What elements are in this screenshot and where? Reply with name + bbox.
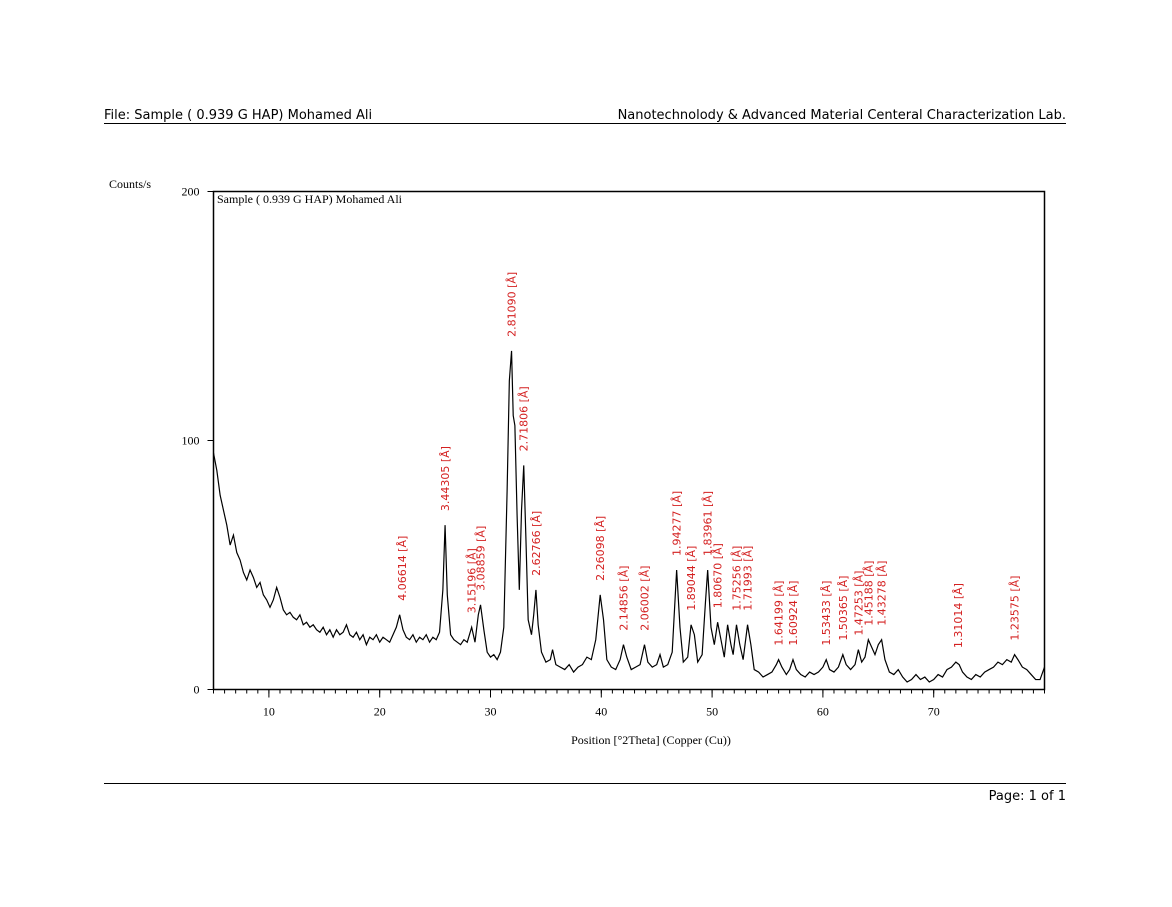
x-tick-label: 70	[928, 705, 940, 719]
peak-label: 4.06614 [Å]	[396, 536, 409, 601]
x-axis-title: Position [°2Theta] (Copper (Cu))	[571, 733, 731, 747]
y-tick-label: 200	[182, 185, 200, 199]
peak-label: 3.44305 [Å]	[439, 446, 452, 511]
peak-label: 2.62766 [Å]	[530, 511, 543, 576]
x-tick-label: 20	[374, 705, 386, 719]
y-tick-label: 0	[194, 683, 200, 697]
peak-label: 3.08859 [Å]	[475, 526, 488, 591]
peak-label: 1.50365 [Å]	[837, 576, 850, 641]
peak-label: 3.15196 [Å]	[466, 548, 479, 613]
peak-label: 1.45188 [Å]	[862, 561, 875, 626]
peak-label: 2.06002 [Å]	[639, 566, 652, 631]
y-tick-label: 100	[182, 434, 200, 448]
peak-label: 1.64199 [Å]	[773, 581, 786, 646]
peak-label: 1.31014 [Å]	[952, 583, 965, 648]
x-tick-label: 60	[817, 705, 829, 719]
chart-title: Sample ( 0.939 G HAP) Mohamed Ali	[217, 192, 403, 206]
y-axis-title: Counts/s	[109, 177, 151, 191]
peak-label: 1.60924 [Å]	[787, 581, 800, 646]
peak-label: 1.94277 [Å]	[671, 491, 684, 556]
peak-label: 2.14856 [Å]	[617, 566, 630, 631]
peak-label: 1.80670 [Å]	[712, 543, 725, 608]
page-number: Page: 1 of 1	[989, 789, 1066, 804]
peak-label: 1.83961 [Å]	[702, 491, 715, 556]
peak-label: 1.43278 [Å]	[876, 561, 889, 626]
peak-label: 1.71993 [Å]	[742, 546, 755, 611]
pattern-line	[212, 350, 1046, 683]
peak-label: 2.71806 [Å]	[518, 386, 531, 451]
peak-label: 1.23575 [Å]	[1009, 576, 1022, 641]
lab-label: Nanotechnolody & Advanced Material Cente…	[618, 108, 1066, 123]
x-tick-label: 10	[263, 705, 275, 719]
peak-label: 1.53433 [Å]	[820, 581, 833, 646]
x-tick-label: 30	[485, 705, 497, 719]
x-tick-label: 50	[706, 705, 718, 719]
peak-label: 2.81090 [Å]	[506, 272, 519, 337]
peak-label: 1.75256 [Å]	[730, 546, 743, 611]
peak-label: 1.47253 [Å]	[852, 571, 865, 636]
file-label: File: Sample ( 0.939 G HAP) Mohamed Ali	[104, 108, 372, 123]
peak-label: 1.89044 [Å]	[685, 546, 698, 611]
peak-label: 2.26098 [Å]	[594, 516, 607, 581]
x-tick-label: 40	[595, 705, 607, 719]
